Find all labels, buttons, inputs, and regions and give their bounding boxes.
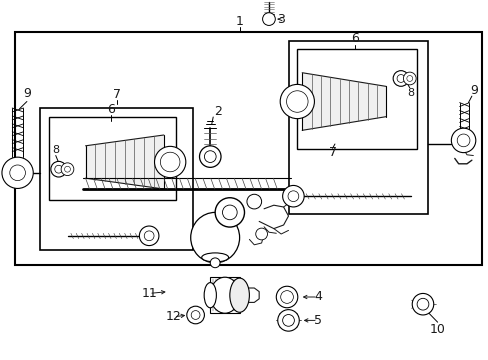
Circle shape: [139, 226, 159, 246]
Circle shape: [154, 147, 185, 177]
Text: 5: 5: [313, 314, 321, 327]
Circle shape: [406, 76, 412, 81]
Circle shape: [280, 84, 314, 119]
Circle shape: [204, 151, 216, 162]
Circle shape: [396, 75, 404, 82]
Circle shape: [277, 310, 299, 331]
Text: 2: 2: [213, 105, 221, 118]
Text: 1: 1: [235, 15, 243, 28]
Circle shape: [160, 152, 180, 172]
Polygon shape: [85, 135, 163, 189]
Text: 7: 7: [328, 147, 336, 159]
Circle shape: [450, 128, 475, 153]
Text: 11: 11: [141, 287, 157, 300]
Text: 6: 6: [350, 32, 358, 45]
Circle shape: [246, 194, 261, 209]
Ellipse shape: [229, 278, 249, 312]
Text: 9: 9: [23, 87, 31, 100]
Circle shape: [55, 165, 62, 173]
Text: 3: 3: [277, 13, 285, 26]
Text: 6: 6: [107, 103, 115, 116]
Bar: [297, 49, 416, 149]
Ellipse shape: [202, 253, 228, 262]
Bar: [288, 41, 427, 214]
Text: 8: 8: [407, 88, 413, 98]
Text: 12: 12: [165, 310, 181, 323]
Bar: [40, 108, 193, 250]
Polygon shape: [302, 73, 386, 130]
Circle shape: [64, 166, 70, 172]
Circle shape: [416, 298, 428, 310]
Circle shape: [215, 198, 244, 227]
Text: 10: 10: [429, 323, 445, 336]
Circle shape: [411, 293, 433, 315]
Circle shape: [186, 306, 204, 324]
Circle shape: [280, 291, 293, 303]
Text: 4: 4: [313, 291, 321, 303]
Circle shape: [392, 71, 408, 86]
Circle shape: [286, 91, 307, 112]
Circle shape: [282, 315, 294, 326]
Bar: [49, 117, 176, 200]
Bar: [15, 32, 481, 265]
Bar: [210, 277, 239, 313]
Circle shape: [2, 157, 33, 188]
Circle shape: [222, 205, 237, 220]
Circle shape: [10, 165, 25, 181]
Text: 7: 7: [113, 88, 121, 101]
Circle shape: [191, 311, 200, 319]
Circle shape: [199, 146, 221, 167]
Ellipse shape: [190, 212, 239, 263]
Text: 8: 8: [52, 145, 59, 156]
Circle shape: [51, 161, 66, 177]
Circle shape: [276, 286, 297, 308]
Circle shape: [262, 13, 275, 26]
Circle shape: [282, 185, 304, 207]
Circle shape: [403, 72, 415, 85]
Circle shape: [255, 228, 267, 240]
Circle shape: [287, 191, 298, 202]
Ellipse shape: [210, 277, 239, 313]
Circle shape: [61, 163, 74, 176]
Text: 9: 9: [469, 84, 477, 96]
Circle shape: [210, 258, 220, 268]
Circle shape: [144, 231, 154, 241]
Ellipse shape: [204, 283, 216, 308]
Circle shape: [456, 134, 469, 147]
